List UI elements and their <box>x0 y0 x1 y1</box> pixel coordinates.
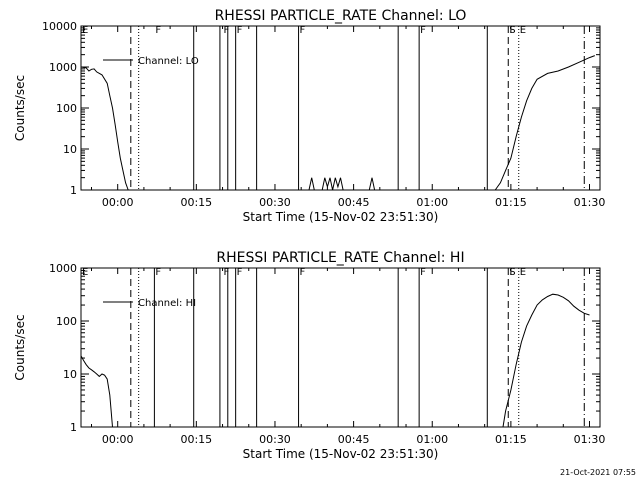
legend-label: Channel: LO <box>138 56 199 67</box>
x-tick-label: 00:15 <box>180 433 212 446</box>
x-axis-label: Start Time (15-Nov-02 23:51:30) <box>243 210 439 224</box>
flag-label: F <box>224 267 230 278</box>
x-tick-label: 00:00 <box>102 196 134 209</box>
x-tick-label: 00:30 <box>259 433 291 446</box>
series-line <box>80 355 113 428</box>
y-tick-label: 10 <box>63 368 77 381</box>
x-tick-label: 01:30 <box>574 433 606 446</box>
y-tick-label: 100 <box>56 102 77 115</box>
flag-label: E <box>520 267 526 278</box>
series-line <box>368 177 376 191</box>
y-axis-label: Counts/sec <box>13 314 27 380</box>
flag-label: F <box>224 25 230 36</box>
x-tick-label: 00:45 <box>338 433 370 446</box>
x-tick-label: 00:45 <box>338 196 370 209</box>
y-tick-label: 1000 <box>49 61 77 74</box>
chart-title: RHESSI PARTICLE_RATE Channel: HI <box>216 250 464 266</box>
y-tick-label: 10000 <box>42 20 77 33</box>
series-line <box>502 293 590 428</box>
y-tick-label: 100 <box>56 315 77 328</box>
series-line <box>321 177 344 191</box>
flag-label: F <box>237 267 243 278</box>
y-tick-label: 1 <box>70 184 77 197</box>
flag-label: F <box>237 25 243 36</box>
flag-label: S <box>509 267 515 278</box>
flag-label: E <box>82 267 88 278</box>
plot-frame <box>80 267 601 428</box>
x-tick-label: 01:15 <box>495 196 527 209</box>
series-line <box>308 177 315 191</box>
y-axis-label: Counts/sec <box>13 75 27 141</box>
x-tick-label: 00:30 <box>259 196 291 209</box>
y-tick-label: 10 <box>63 143 77 156</box>
flag-label: F <box>420 267 426 278</box>
series-line <box>80 66 129 191</box>
chart-title: RHESSI PARTICLE_RATE Channel: LO <box>215 8 467 24</box>
x-tick-label: 01:30 <box>574 196 606 209</box>
x-tick-label: 00:00 <box>102 433 134 446</box>
y-tick-label: 1 <box>70 421 77 434</box>
flag-label: S <box>509 25 515 36</box>
x-tick-label: 01:15 <box>495 433 527 446</box>
x-axis-label: Start Time (15-Nov-02 23:51:30) <box>243 447 439 461</box>
flag-label: F <box>300 267 306 278</box>
plot-frame <box>80 25 601 191</box>
x-tick-label: 00:15 <box>180 196 212 209</box>
x-tick-label: 01:00 <box>416 196 448 209</box>
series-line <box>494 55 595 191</box>
flag-label: F <box>155 25 161 36</box>
x-tick-label: 01:00 <box>416 433 448 446</box>
flag-label: E <box>520 25 526 36</box>
flag-label: E <box>82 25 88 36</box>
footer-timestamp: 21-Oct-2021 07:55 <box>560 468 636 477</box>
flag-label: F <box>155 267 161 278</box>
flag-label: F <box>300 25 306 36</box>
legend-label: Channel: HI <box>138 298 196 309</box>
flag-label: F <box>420 25 426 36</box>
y-tick-label: 1000 <box>49 262 77 275</box>
